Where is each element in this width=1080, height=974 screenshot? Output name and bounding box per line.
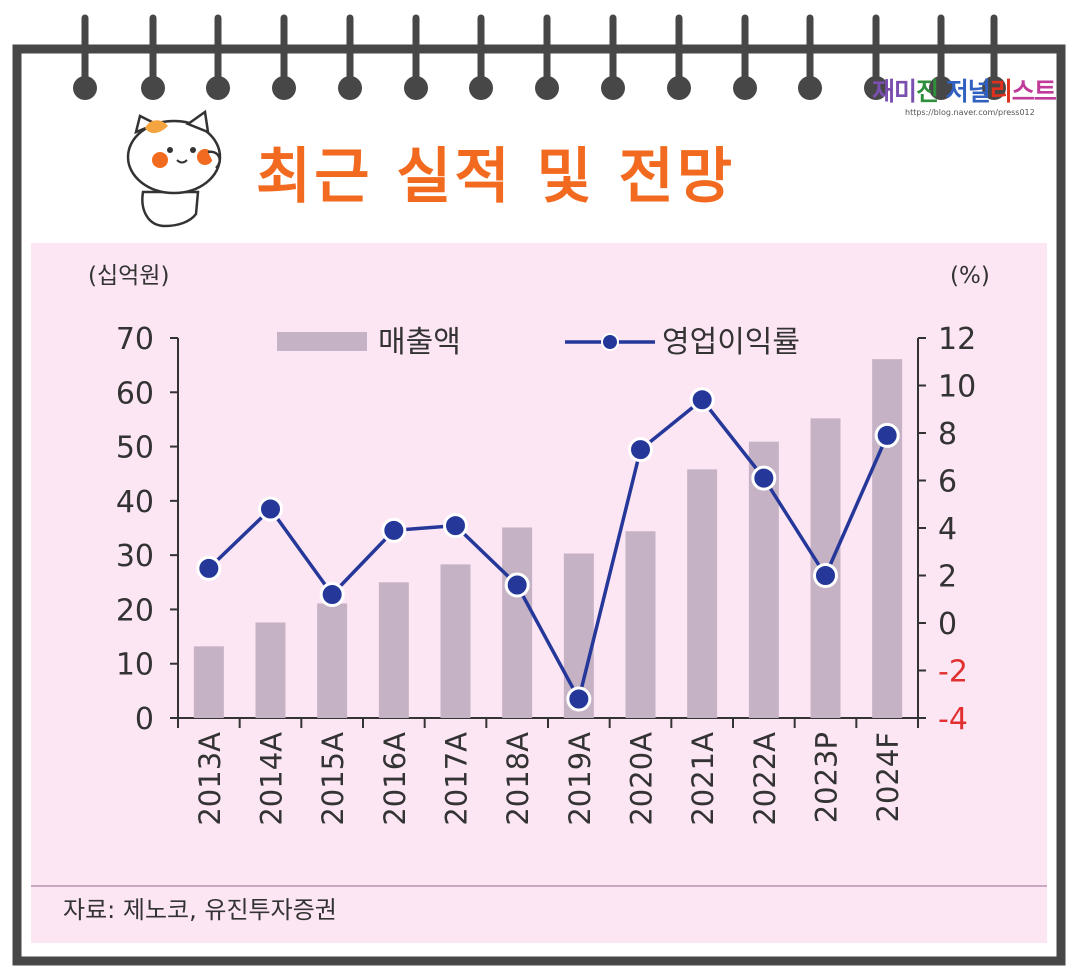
x-axis-category-label: 2023P	[810, 732, 844, 823]
binder-hole	[404, 76, 428, 100]
right-axis-tick-label: 6	[938, 465, 957, 500]
line-series	[196, 387, 900, 712]
left-axis-tick-label: 40	[116, 485, 154, 520]
binder-hole	[864, 76, 888, 100]
cat-mascot-icon	[126, 109, 222, 228]
x-axis-category-label: 2013A	[193, 732, 227, 826]
right-axis-tick-label: -2	[938, 655, 968, 690]
left-axis-tick-label: 60	[116, 376, 154, 411]
right-axis-tick-label: -4	[938, 702, 968, 737]
legend-bar-swatch	[277, 332, 367, 351]
bar-revenue	[625, 531, 656, 718]
x-axis-category-label: 2020A	[625, 732, 659, 826]
bar-revenue	[687, 469, 718, 718]
right-axis-tick-label: 10	[938, 370, 976, 405]
binder-hole	[982, 76, 1006, 100]
bar-revenue	[317, 603, 348, 718]
point-operating-margin	[504, 572, 530, 598]
x-axis-category-label: 2015A	[316, 732, 350, 826]
right-axis-unit: (%)	[950, 263, 990, 289]
point-operating-margin	[628, 437, 653, 463]
legend-line-label: 영업이익률	[662, 325, 800, 360]
source-note: 자료: 제노코, 유진투자증권	[63, 896, 337, 924]
binder-hole	[535, 76, 559, 100]
right-axis-tick-label: 0	[938, 607, 957, 642]
x-axis-category-label: 2017A	[440, 732, 474, 826]
left-axis-tick-label: 70	[116, 322, 154, 357]
x-axis-category-label: 2014A	[255, 732, 289, 826]
x-axis-category-label: 2024F	[871, 732, 905, 822]
binder-hole	[206, 76, 230, 100]
right-axis-tick-label: 12	[938, 322, 976, 357]
brand-logo-part: 진	[916, 77, 939, 106]
bar-revenue	[193, 646, 224, 718]
bar-revenue	[440, 564, 471, 718]
left-axis-tick-label: 30	[116, 539, 154, 574]
point-operating-margin	[813, 563, 838, 588]
left-axis-unit: (십억원)	[88, 263, 169, 289]
point-operating-margin	[443, 513, 468, 539]
x-axis-category-label: 2018A	[501, 732, 535, 826]
point-operating-margin	[381, 517, 407, 543]
point-operating-margin	[319, 582, 345, 607]
right-axis-tick-label: 2	[938, 560, 957, 595]
left-axis-tick-label: 20	[116, 593, 154, 628]
binder-hole	[272, 76, 296, 100]
x-axis-category-label: 2016A	[378, 732, 412, 826]
binder-rings	[73, 14, 1006, 100]
binder-hole	[667, 76, 691, 100]
bar-revenue	[502, 527, 533, 718]
point-operating-margin	[874, 422, 900, 448]
left-axis-tick-label: 10	[116, 648, 154, 683]
point-operating-margin	[196, 555, 222, 581]
brand-logo-part: 재미	[872, 77, 917, 106]
left-axis-tick-label: 50	[116, 431, 154, 466]
x-axis-category-label: 2019A	[563, 732, 597, 826]
bar-revenue	[872, 359, 903, 718]
x-axis-category-label: 2021A	[686, 732, 720, 826]
binder-hole	[469, 76, 493, 100]
bar-revenue	[255, 622, 286, 718]
brand-logo: 재미진 저널리스트	[872, 72, 1057, 108]
point-operating-margin	[689, 387, 715, 413]
bar-series	[193, 359, 903, 718]
brand-logo-part: 스트	[1011, 77, 1057, 106]
legend-line-marker	[601, 333, 619, 351]
legend-bar-label: 매출액	[378, 325, 461, 360]
page-title: 최근 실적 및 전망	[256, 142, 736, 212]
point-operating-margin	[258, 496, 283, 522]
brand-logo-part: 저널	[938, 77, 991, 106]
right-axis-tick-label: 8	[938, 417, 957, 452]
binder-hole	[601, 76, 625, 100]
binder-hole	[73, 76, 97, 100]
line-operating-margin	[207, 398, 889, 701]
left-axis-tick-label: 0	[135, 702, 154, 737]
bar-revenue	[378, 582, 409, 718]
legend: 매출액 영업이익률	[277, 325, 800, 360]
brand-url: https://blog.naver.com/press012	[905, 108, 1035, 117]
binder-hole	[141, 76, 165, 100]
brand-logo-part: 리	[989, 77, 1013, 106]
binder-hole	[338, 76, 362, 100]
x-axis-category-label: 2022A	[748, 732, 782, 826]
point-operating-margin	[751, 465, 777, 491]
right-axis-tick-label: 4	[938, 512, 957, 547]
point-operating-margin	[566, 686, 592, 712]
chart-axes	[170, 337, 926, 728]
axis-labels: 0 10 20 30 40 50 60 70 -4 -2 0 2 4 6 8 10 12 2013A 2014A 20…	[116, 322, 976, 826]
binder-hole	[733, 76, 757, 100]
binder-hole	[798, 76, 822, 100]
binder-hole	[929, 76, 953, 100]
